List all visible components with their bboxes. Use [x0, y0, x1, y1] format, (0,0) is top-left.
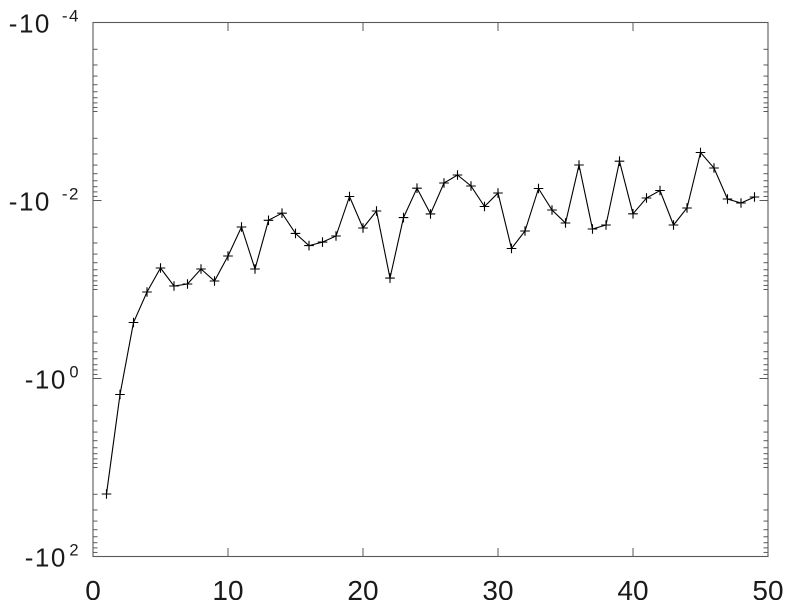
svg-text:0: 0 — [85, 575, 101, 600]
svg-text:30: 30 — [482, 575, 513, 600]
svg-text:40: 40 — [617, 575, 648, 600]
svg-text:20: 20 — [347, 575, 378, 600]
svg-text:10: 10 — [212, 575, 243, 600]
svg-text:50: 50 — [752, 575, 783, 600]
